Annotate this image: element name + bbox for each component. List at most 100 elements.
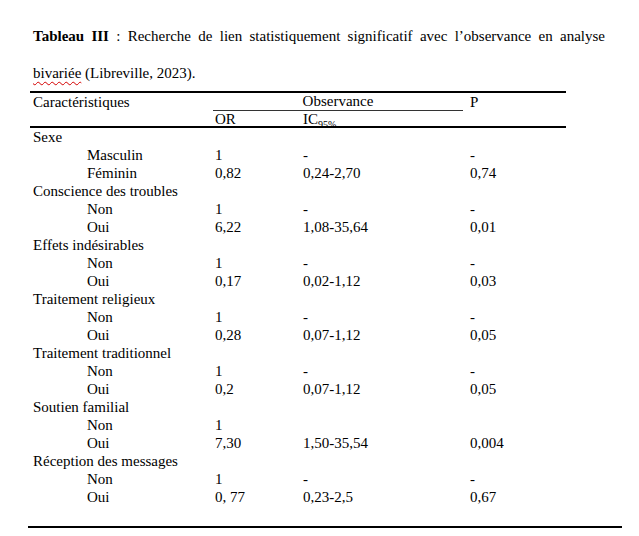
cell-p (470, 290, 622, 308)
table-row-group: Sexe (30, 128, 622, 146)
cell-ic: - (303, 146, 470, 164)
table-row: Non1-- (30, 308, 622, 326)
cell-ic: 0,23-2,5 (303, 488, 470, 506)
cell-ic (303, 182, 470, 200)
cell-p (470, 452, 622, 470)
header-p: P (470, 94, 478, 111)
row-label: Soutien familial (30, 398, 215, 416)
cell-p: - (470, 362, 622, 380)
row-label: Oui (30, 218, 215, 236)
table-row: Féminin0,820,24-2,700,74 (30, 164, 622, 182)
cell-p: - (470, 470, 622, 488)
cell-or: 0,17 (215, 272, 303, 290)
misspelled-word: bivariée (33, 65, 81, 81)
cell-or (215, 128, 303, 146)
table-row: Non1-- (30, 200, 622, 218)
table-row: Oui0,170,02-1,120,03 (30, 272, 622, 290)
cell-ic: 0,02-1,12 (303, 272, 470, 290)
cell-p: - (470, 308, 622, 326)
table-row: Non1-- (30, 362, 622, 380)
cell-p (470, 236, 622, 254)
row-label: Non (30, 308, 215, 326)
cell-ic (303, 344, 470, 362)
row-label: Traitement traditionnel (30, 344, 215, 362)
cell-or (215, 182, 303, 200)
row-label: Non (30, 200, 215, 218)
cell-or: 7,30 (215, 434, 303, 452)
row-label: Masculin (30, 146, 215, 164)
cell-or: 1 (215, 254, 303, 272)
cell-ic: 1,08-35,64 (303, 218, 470, 236)
cell-p (470, 182, 622, 200)
cell-p (470, 128, 622, 146)
row-label: Traitement religieux (30, 290, 215, 308)
cell-or: 1 (215, 200, 303, 218)
cell-ic (303, 128, 470, 146)
cell-ic (303, 236, 470, 254)
header-characteristics: Caractéristiques (33, 94, 130, 111)
row-label: Oui (30, 380, 215, 398)
cell-p: 0,03 (470, 272, 622, 290)
table-row: Non1 (30, 416, 622, 434)
row-label: Non (30, 362, 215, 380)
cell-p: 0,74 (470, 164, 622, 182)
cell-or (215, 290, 303, 308)
header-observance: Observance (213, 93, 463, 110)
cell-p (470, 416, 622, 434)
caption-tail: (Libreville, 2023). (81, 65, 195, 81)
cell-ic: - (303, 362, 470, 380)
row-label: Non (30, 416, 215, 434)
cell-ic: 1,50-35,54 (303, 434, 470, 452)
cell-or: 6,22 (215, 218, 303, 236)
table-row: Oui6,221,08-35,640,01 (30, 218, 622, 236)
cell-or: 0,2 (215, 380, 303, 398)
table-row: Non1-- (30, 470, 622, 488)
observance-span-rule (213, 110, 463, 111)
table-row-group: Effets indésirables (30, 236, 622, 254)
table-bottom-rule (28, 526, 622, 528)
cell-or: 0,28 (215, 326, 303, 344)
cell-or: 0,82 (215, 164, 303, 182)
cell-ic: - (303, 308, 470, 326)
cell-ic: - (303, 200, 470, 218)
caption-table-number: Tableau III (33, 28, 109, 44)
table-row-group: Traitement traditionnel (30, 344, 622, 362)
table-row: Oui0, 770,23-2,50,67 (30, 488, 622, 506)
cell-p: 0,05 (470, 326, 622, 344)
cell-p: 0,67 (470, 488, 622, 506)
table-caption: Tableau III : Recherche de lien statisti… (33, 18, 605, 92)
cell-ic: - (303, 470, 470, 488)
row-label: Oui (30, 488, 215, 506)
cell-or: 1 (215, 416, 303, 434)
row-label: Sexe (30, 128, 215, 146)
cell-ic (303, 398, 470, 416)
cell-ic (303, 290, 470, 308)
row-label: Oui (30, 326, 215, 344)
caption-text: : Recherche de lien statistiquement sign… (109, 28, 605, 44)
cell-or: 1 (215, 362, 303, 380)
row-label: Effets indésirables (30, 236, 215, 254)
row-label: Conscience des troubles (30, 182, 215, 200)
results-table-body: Sexe Masculin1-- Féminin0,820,24-2,700,7… (30, 128, 622, 506)
cell-ic (303, 452, 470, 470)
table-row: Non1-- (30, 254, 622, 272)
table-row: Oui0,20,07-1,120,05 (30, 380, 622, 398)
cell-or (215, 398, 303, 416)
row-label: Oui (30, 272, 215, 290)
cell-p: - (470, 254, 622, 272)
cell-ic: 0,07-1,12 (303, 380, 470, 398)
table-row-group: Conscience des troubles (30, 182, 622, 200)
table-row-group: Traitement religieux (30, 290, 622, 308)
cell-p: 0,05 (470, 380, 622, 398)
cell-or: 1 (215, 308, 303, 326)
cell-or (215, 236, 303, 254)
cell-p (470, 398, 622, 416)
table-row: Masculin1-- (30, 146, 622, 164)
cell-ic: 0,24-2,70 (303, 164, 470, 182)
table-row-group: Soutien familial (30, 398, 622, 416)
row-label: Réception des messages (30, 452, 215, 470)
cell-or: 1 (215, 470, 303, 488)
cell-p (470, 344, 622, 362)
cell-p: 0,004 (470, 434, 622, 452)
cell-p: - (470, 146, 622, 164)
